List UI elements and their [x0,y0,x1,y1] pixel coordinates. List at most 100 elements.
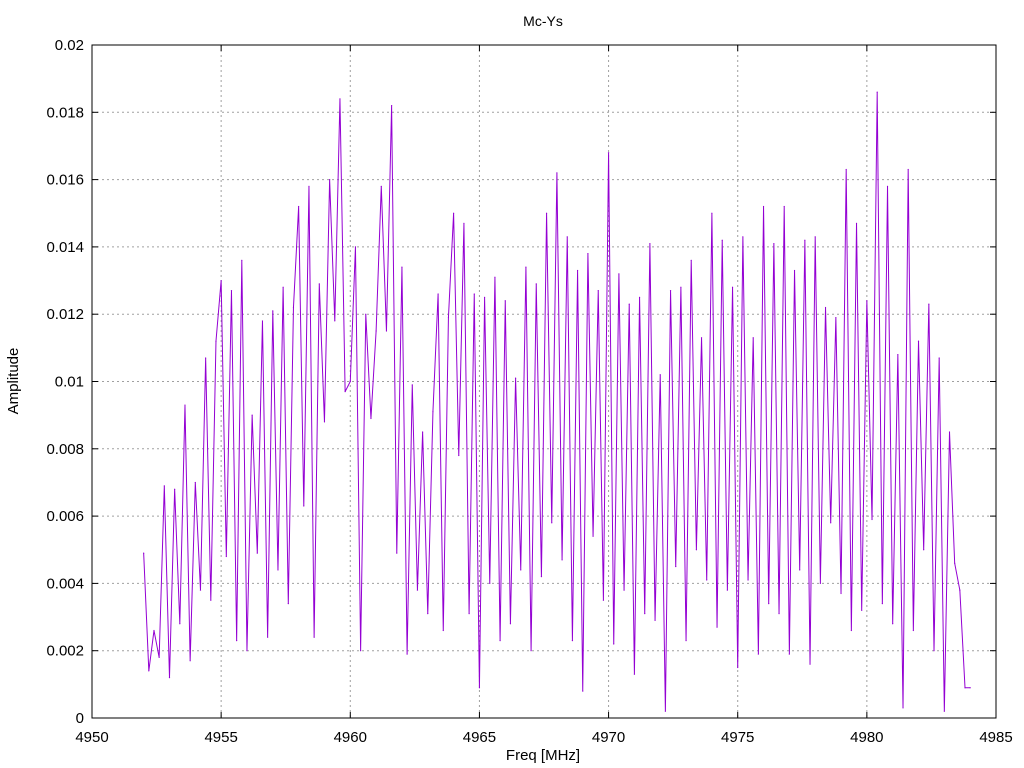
data-point [344,391,346,393]
data-point [969,687,971,689]
data-point [267,636,269,638]
data-point [669,290,672,292]
data-point [251,414,253,416]
data-point [902,707,904,709]
data-point [189,660,191,662]
data-point [551,522,553,524]
data-point [700,337,703,339]
data-point [742,236,744,238]
data-point [576,269,579,272]
data-point [339,98,341,100]
data-point [545,212,548,214]
data-point [607,152,610,154]
data-point [504,300,506,302]
data-point [835,316,837,319]
data-point [721,239,723,241]
data-point [442,629,444,632]
y-tick-label: 0.02 [55,37,84,54]
data-point [241,259,243,261]
data-point [737,666,739,669]
x-tick-label: 4965 [463,729,496,746]
data-point [881,602,883,605]
data-point [215,340,217,342]
data-point [520,569,522,571]
ticks: 4950 4955 4960 4965 4970 4975 4980 4985 0 0.002 0.… [46,37,1012,746]
data-point [664,710,666,712]
data-point [514,377,517,379]
x-tick-label: 4960 [334,729,367,746]
data-point [602,599,605,601]
data-point [675,565,677,568]
series-layer [143,91,971,712]
data-point [313,636,315,638]
data-point [199,589,202,591]
data-point [587,253,589,255]
data-point [478,687,481,689]
y-tick-label: 0.004 [46,575,84,592]
data-point [416,589,419,591]
data-point [437,293,439,295]
data-point [194,481,196,484]
grid [92,45,996,718]
data-point [432,411,434,413]
data-point [380,185,382,187]
data-point [938,357,940,359]
data-point [158,656,160,659]
data-point [773,242,775,245]
data-point [959,589,961,591]
data-point [256,552,258,554]
data-point [277,569,279,571]
data-point [685,640,687,642]
data-point [385,330,388,332]
data-point [876,91,878,93]
data-point [912,629,914,632]
data-point [897,353,899,356]
data-point [365,313,367,315]
data-point [323,421,326,423]
data-point [571,640,574,642]
data-point [179,623,181,625]
data-point [303,505,305,507]
y-tick-label: 0.012 [46,306,84,323]
data-point [752,337,754,339]
data-point [422,431,424,433]
data-point [861,609,863,611]
data-point [489,582,491,585]
data-point [411,384,413,386]
data-point [716,626,718,628]
data-point [933,650,935,652]
data-point [711,212,713,214]
data-point [401,266,403,268]
data-point [871,518,873,521]
y-tick-label: 0.016 [46,172,84,189]
data-point [788,653,790,655]
data-point [597,290,599,292]
data-point [886,185,889,187]
data-point [230,290,233,292]
data-point [282,286,284,288]
data-point [205,357,207,359]
data-point [819,582,821,585]
data-point [804,239,806,241]
data-point [592,535,594,537]
data-point [726,589,728,591]
data-point [731,286,734,288]
data-point [850,629,852,632]
data-point [964,687,966,689]
data-point [690,259,692,261]
data-point [582,690,584,692]
data-point [499,640,501,642]
data-point [892,623,894,625]
data-point [236,640,238,642]
data-point [354,246,357,248]
data-point [292,306,295,309]
data-point [628,303,630,305]
data-point [447,316,450,319]
data-point [948,431,951,433]
data-point [814,236,816,238]
y-tick-label: 0.006 [46,508,84,525]
data-point [923,549,925,551]
data-point [453,212,455,214]
data-point [943,710,945,712]
